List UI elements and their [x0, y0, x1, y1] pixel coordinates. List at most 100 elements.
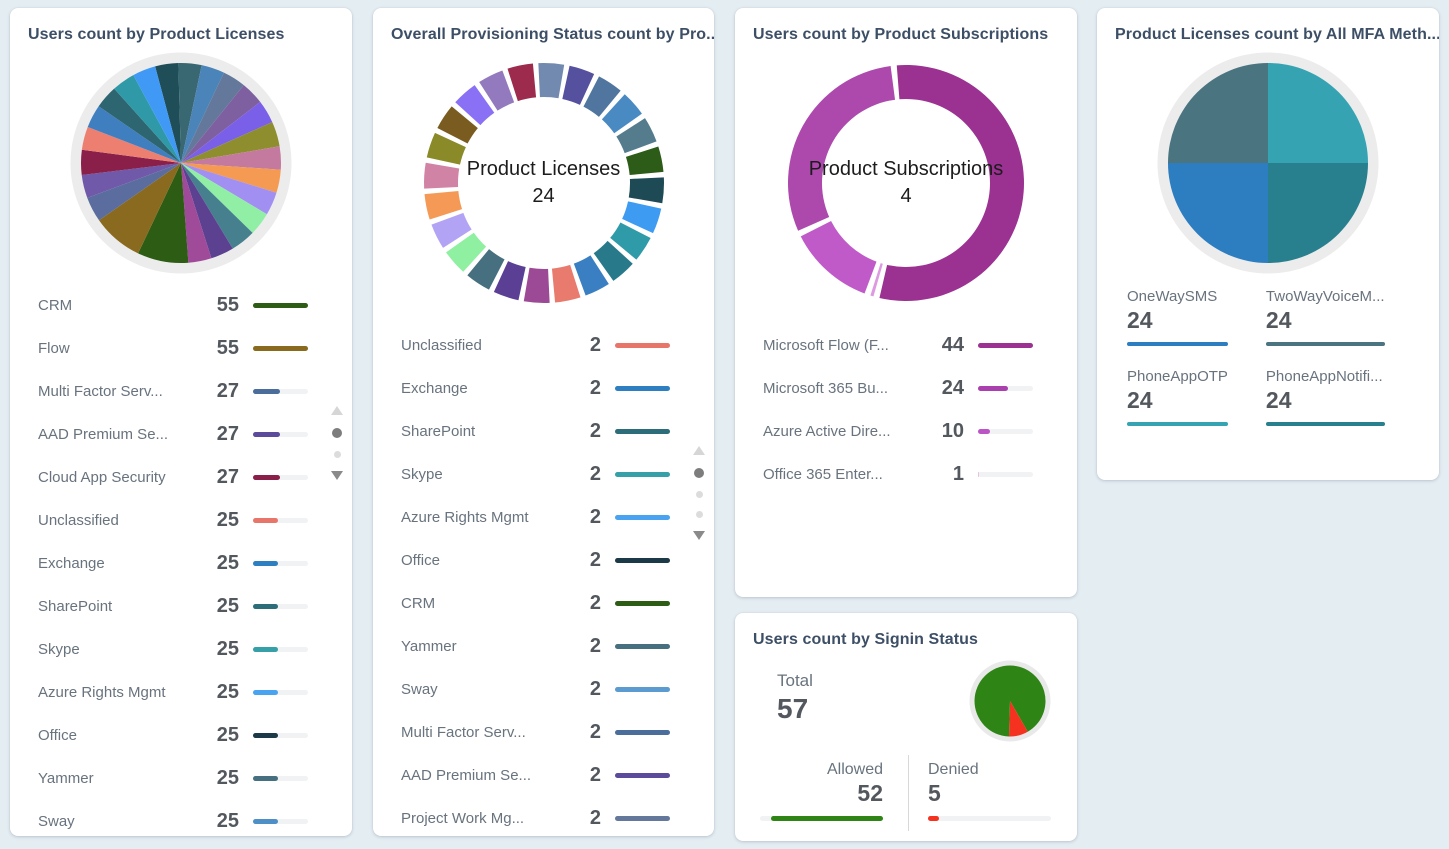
chart-slice[interactable]	[426, 132, 466, 165]
chart-slice[interactable]	[99, 163, 181, 254]
chart-slice[interactable]	[98, 88, 181, 163]
pager-page1-dot[interactable]	[694, 468, 704, 478]
donut-chart-provisioning[interactable]: Product Licenses 24	[373, 44, 714, 322]
chart-slice[interactable]	[879, 65, 1024, 301]
donut-chart-canvas[interactable]	[783, 60, 1029, 306]
chart-slice[interactable]	[424, 190, 462, 220]
chart-slice[interactable]	[582, 76, 621, 117]
legend-row-aad-premium-se[interactable]: AAD Premium Se... 27	[38, 413, 308, 456]
chart-slice[interactable]	[625, 146, 663, 176]
legend-row-crm[interactable]: CRM 2	[401, 582, 670, 625]
legend-row-aad-premium-se[interactable]: AAD Premium Se... 2	[401, 754, 670, 797]
chart-slice[interactable]	[81, 126, 181, 163]
chart-slice[interactable]	[181, 122, 280, 163]
chart-slice[interactable]	[870, 263, 883, 297]
legend-row-azure-rights-mgmt[interactable]: Azure Rights Mgmt 25	[38, 671, 308, 714]
chart-slice[interactable]	[1168, 63, 1268, 163]
chart-slice[interactable]	[537, 63, 564, 99]
chart-slice[interactable]	[523, 267, 550, 303]
pager-page3-dot[interactable]	[695, 511, 703, 518]
chart-slice[interactable]	[430, 212, 472, 248]
mfa-legend-phoneappotp[interactable]: PhoneAppOTP 24	[1127, 368, 1228, 426]
legend-row-cloud-app-security[interactable]: Cloud App Security 27	[38, 456, 308, 499]
chart-slice[interactable]	[155, 63, 181, 163]
legend-row-exchange[interactable]: Exchange 2	[401, 367, 670, 410]
legend-row-multi-factor-serv[interactable]: Multi Factor Serv... 27	[38, 370, 308, 413]
legend-row-yammer[interactable]: Yammer 25	[38, 757, 308, 800]
legend-row-project-work-mg[interactable]: Project Work Mg... 2	[401, 797, 670, 836]
chart-slice[interactable]	[181, 72, 244, 163]
chart-slice[interactable]	[133, 66, 181, 163]
pager-down-icon[interactable]	[693, 531, 705, 540]
legend-row-crm[interactable]: CRM 55	[38, 284, 308, 327]
chart-slice[interactable]	[87, 163, 181, 221]
legend-row-microsoft-flow-f[interactable]: Microsoft Flow (F... 44	[763, 324, 1033, 367]
legend-row-microsoft-365-bu[interactable]: Microsoft 365 Bu... 24	[763, 367, 1033, 410]
chart-slice[interactable]	[114, 75, 181, 163]
chart-slice[interactable]	[181, 101, 273, 163]
chart-slice[interactable]	[181, 163, 277, 215]
chart-slice[interactable]	[601, 94, 642, 134]
chart-slice[interactable]	[609, 222, 651, 260]
mfa-legend-onewaysms[interactable]: OneWaySMS 24	[1127, 288, 1228, 346]
chart-slice[interactable]	[81, 149, 181, 176]
chart-slice[interactable]	[974, 665, 1011, 737]
chart-slice[interactable]	[1168, 163, 1268, 263]
legend-row-office-365-enter[interactable]: Office 365 Enter... 1	[763, 453, 1033, 496]
legend-row-sway[interactable]: Sway 25	[38, 800, 308, 836]
pager-down-icon[interactable]	[331, 471, 343, 480]
legend-row-flow[interactable]: Flow 55	[38, 327, 308, 370]
chart-slice[interactable]	[181, 163, 212, 263]
pie-chart-mfa[interactable]	[1097, 44, 1439, 282]
pager-up-icon[interactable]	[693, 446, 705, 455]
legend-row-skype[interactable]: Skype 2	[401, 453, 670, 496]
chart-slice[interactable]	[423, 162, 459, 189]
chart-slice[interactable]	[1268, 163, 1368, 263]
chart-slice[interactable]	[181, 65, 224, 163]
pie-chart-canvas[interactable]	[1156, 51, 1380, 275]
legend-row-azure-rights-mgmt[interactable]: Azure Rights Mgmt 2	[401, 496, 670, 539]
chart-slice[interactable]	[551, 264, 580, 303]
chart-slice[interactable]	[507, 63, 536, 102]
signin-gauge-chart[interactable]	[968, 659, 1052, 748]
chart-slice[interactable]	[621, 201, 661, 234]
chart-slice[interactable]	[181, 163, 267, 233]
pie-chart-canvas[interactable]	[65, 47, 297, 279]
mfa-legend-phoneappnotifi[interactable]: PhoneAppNotifi... 24	[1265, 368, 1385, 426]
chart-slice[interactable]	[493, 261, 526, 301]
chart-slice[interactable]	[181, 163, 253, 249]
pager-up-icon[interactable]	[331, 406, 343, 415]
legend-row-sharepoint[interactable]: SharePoint 2	[401, 410, 670, 453]
pager-page2-dot[interactable]	[333, 451, 341, 458]
pie-chart-product-licenses[interactable]	[10, 44, 352, 282]
legend-row-skype[interactable]: Skype 25	[38, 628, 308, 671]
chart-slice[interactable]	[454, 85, 494, 126]
pager-page2-dot[interactable]	[695, 491, 703, 498]
legend-row-yammer[interactable]: Yammer 2	[401, 625, 670, 668]
legend-row-unclassified[interactable]: Unclassified 2	[401, 324, 670, 367]
pager-page1-dot[interactable]	[332, 428, 342, 438]
legend-row-azure-active-dire[interactable]: Azure Active Dire... 10	[763, 410, 1033, 453]
chart-slice[interactable]	[436, 106, 478, 144]
chart-slice[interactable]	[1010, 665, 1046, 732]
chart-slice[interactable]	[788, 66, 896, 231]
donut-chart-canvas[interactable]	[419, 58, 669, 308]
chart-slice[interactable]	[1268, 63, 1368, 163]
legend-row-office[interactable]: Office 25	[38, 714, 308, 757]
chart-slice[interactable]	[138, 163, 189, 263]
donut-chart-subscriptions[interactable]: Product Subscriptions 4	[735, 44, 1077, 322]
chart-slice[interactable]	[478, 70, 514, 111]
chart-slice[interactable]	[1009, 701, 1028, 737]
chart-slice[interactable]	[181, 146, 281, 170]
chart-slice[interactable]	[178, 63, 202, 163]
chart-slice[interactable]	[181, 163, 281, 193]
legend-row-sharepoint[interactable]: SharePoint 25	[38, 585, 308, 628]
legend-row-office[interactable]: Office 2	[401, 539, 670, 582]
chart-slice[interactable]	[87, 106, 181, 163]
legend-row-multi-factor-serv[interactable]: Multi Factor Serv... 2	[401, 711, 670, 754]
legend-row-exchange[interactable]: Exchange 25	[38, 542, 308, 585]
chart-slice[interactable]	[615, 118, 657, 154]
gauge-canvas[interactable]	[968, 659, 1052, 743]
chart-slice[interactable]	[445, 232, 486, 272]
mfa-legend-twowayvoicem[interactable]: TwoWayVoiceM... 24	[1265, 288, 1385, 346]
